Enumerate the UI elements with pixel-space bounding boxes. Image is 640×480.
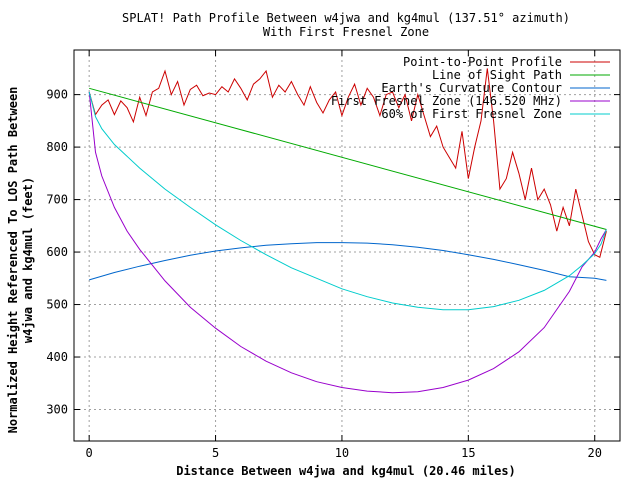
series-line-1 (89, 87, 607, 230)
y-axis-label-line2: w4jwa and kg4mul (feet) (21, 177, 35, 343)
legend-label-3: First Fresnel Zone (146.520 MHz) (331, 94, 562, 108)
y-tick-label: 900 (46, 88, 68, 102)
y-tick-label: 700 (46, 193, 68, 207)
legend-label-0: Point-to-Point Profile (403, 55, 562, 69)
legend-label-4: 60% of First Fresnel Zone (381, 107, 562, 121)
y-tick-label: 800 (46, 140, 68, 154)
y-axis-label-line1: Normalized Height Referenced To LOS Path… (6, 87, 20, 434)
y-tick-label: 400 (46, 350, 68, 364)
x-tick-label: 5 (212, 446, 219, 460)
series-line-3 (88, 91, 607, 394)
legend-label-2: Earth's Curvature Contour (381, 81, 562, 95)
y-tick-label: 300 (46, 403, 68, 417)
series-line-4 (88, 91, 607, 311)
chart-subtitle: With First Fresnel Zone (263, 25, 429, 39)
x-tick-label: 20 (587, 446, 601, 460)
legend-label-1: Line of Sight Path (432, 68, 562, 82)
x-tick-label: 0 (86, 446, 93, 460)
y-tick-label: 600 (46, 245, 68, 259)
plot-border (73, 49, 621, 442)
series-lines (88, 68, 607, 394)
series-line-0 (88, 68, 607, 259)
chart-title: SPLAT! Path Profile Between w4jwa and kg… (122, 11, 570, 25)
tick-labels: 0 5 10 15 20 300 400 500 600 700 800 900 (46, 88, 602, 460)
axes (73, 49, 621, 442)
series-line-2 (89, 242, 607, 281)
x-axis-label: Distance Between w4jwa and kg4mul (20.46… (176, 464, 516, 478)
x-tick-label: 15 (461, 446, 475, 460)
y-tick-label: 500 (46, 298, 68, 312)
x-tick-label: 10 (335, 446, 349, 460)
